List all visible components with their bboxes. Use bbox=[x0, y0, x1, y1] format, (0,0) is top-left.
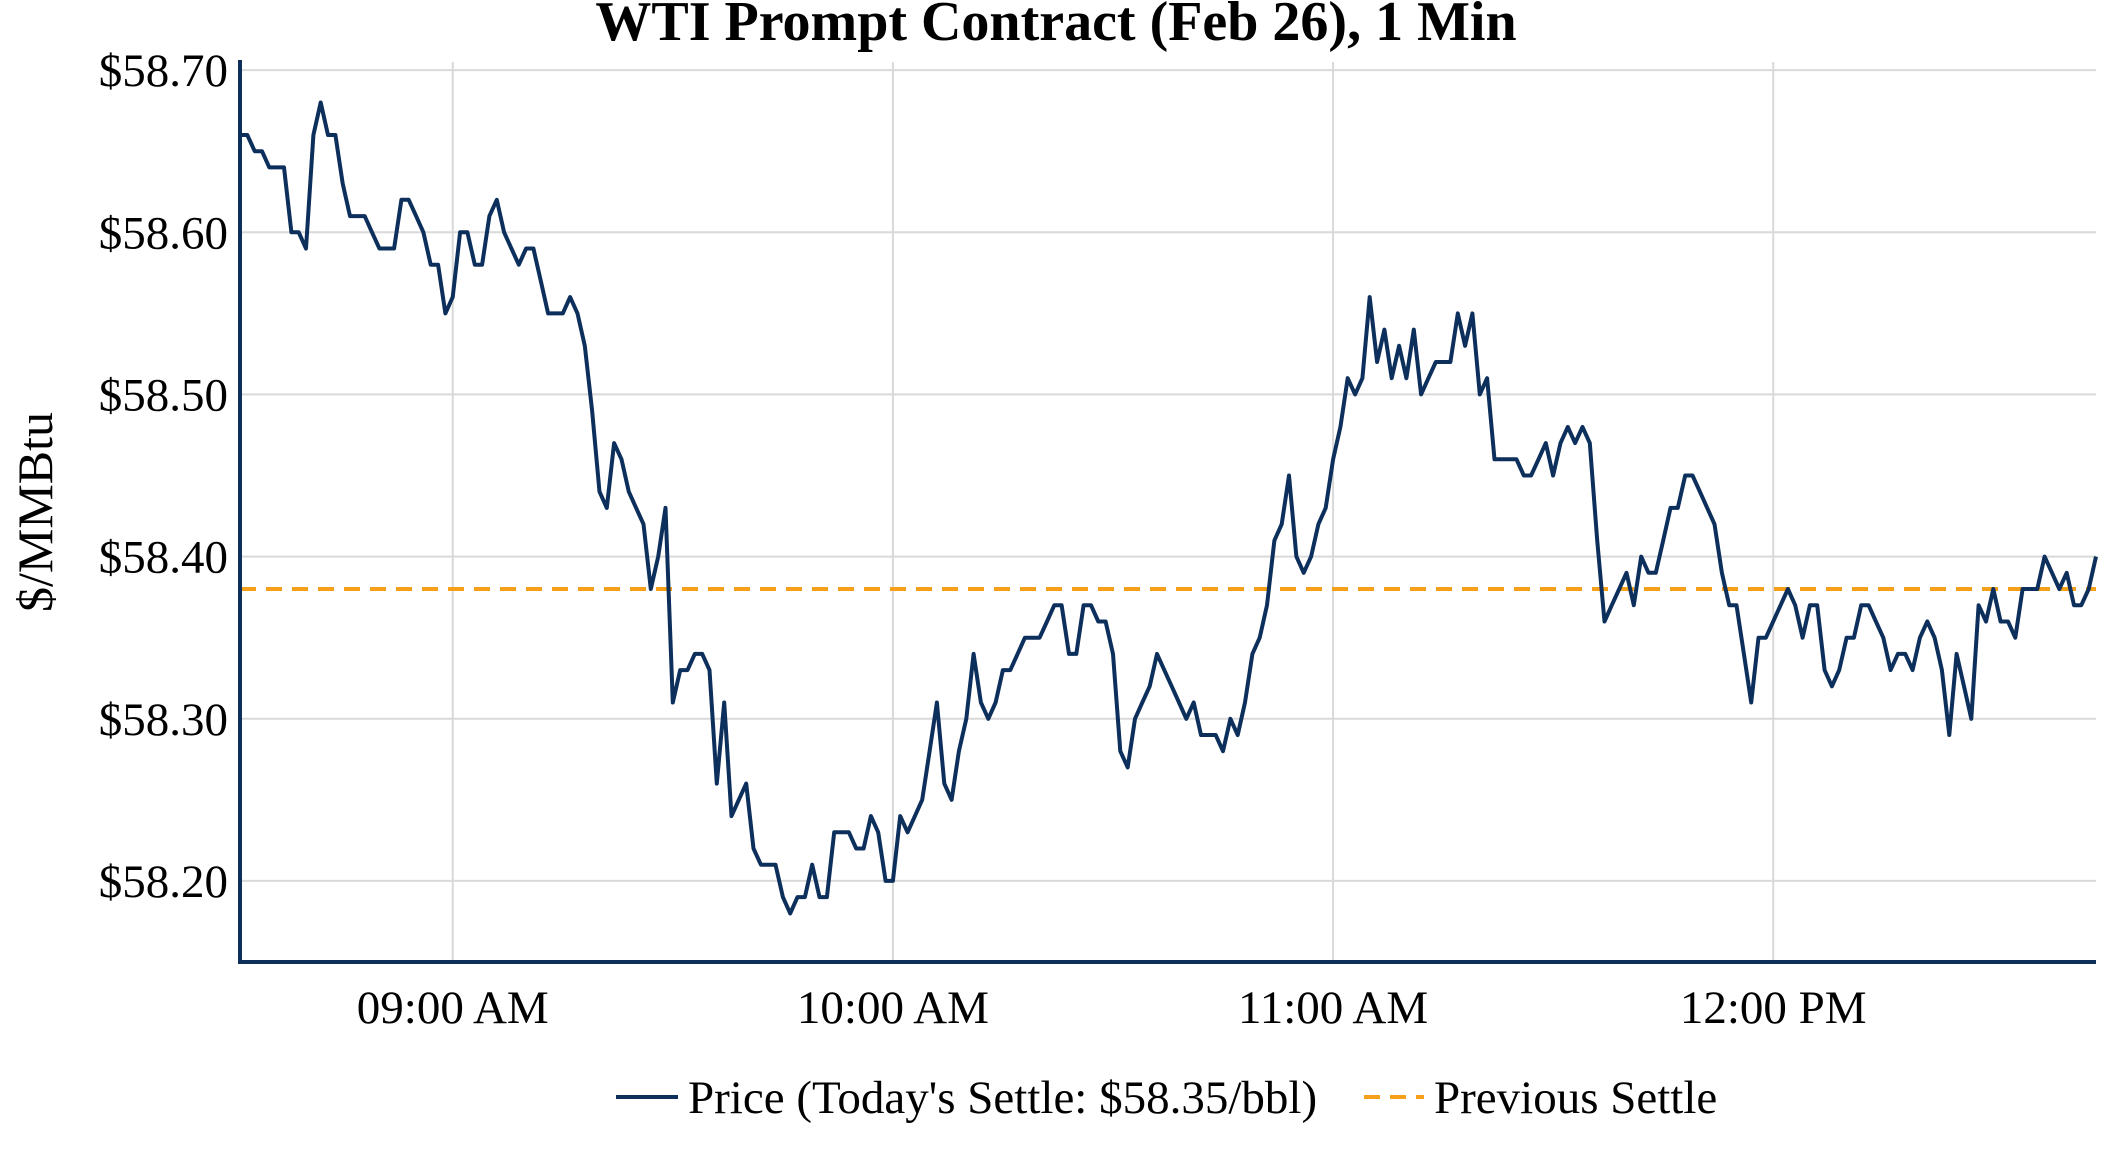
legend: Price (Today's Settle: $58.35/bbl) Previ… bbox=[616, 1072, 1717, 1124]
x-tick-label: 12:00 PM bbox=[1680, 982, 1867, 1034]
legend-settle-label: Previous Settle bbox=[1434, 1072, 1717, 1124]
x-tick-label: 11:00 AM bbox=[1238, 982, 1428, 1034]
x-tick-label: 10:00 AM bbox=[797, 982, 989, 1034]
y-tick-labels: $58.20 $58.30 $58.40 $58.50 $58.60 $58.70 bbox=[99, 45, 228, 908]
chart-title: WTI Prompt Contract (Feb 26), 1 Min bbox=[595, 0, 1516, 53]
legend-price-label: Price (Today's Settle: $58.35/bbl) bbox=[688, 1072, 1317, 1124]
y-tick-label: $58.50 bbox=[99, 369, 228, 421]
y-tick-label: $58.60 bbox=[99, 207, 228, 259]
x-tick-labels: 09:00 AM 10:00 AM 11:00 AM 12:00 PM bbox=[357, 982, 1867, 1034]
grid-lines bbox=[240, 62, 2096, 962]
y-tick-label: $58.30 bbox=[99, 694, 228, 746]
axes bbox=[238, 60, 2096, 964]
x-tick-label: 09:00 AM bbox=[357, 982, 549, 1034]
y-tick-label: $58.40 bbox=[99, 532, 228, 584]
y-tick-label: $58.20 bbox=[99, 856, 228, 908]
price-series-line bbox=[240, 100, 2098, 916]
y-axis-title: $/MMBtu bbox=[7, 412, 63, 612]
price-series-layer bbox=[240, 100, 2098, 916]
y-tick-label: $58.70 bbox=[99, 45, 228, 97]
